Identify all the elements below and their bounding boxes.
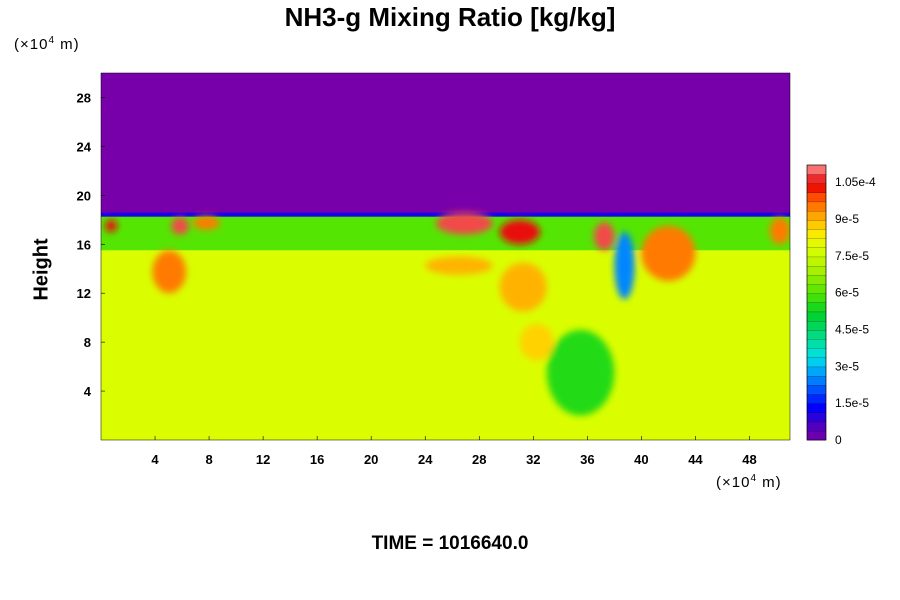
layer-boundary xyxy=(101,212,790,217)
colorbar-band xyxy=(806,174,827,184)
colorbar-tick-label: 9e-5 xyxy=(835,212,859,226)
colorbar-band xyxy=(806,357,827,368)
colorbar-band xyxy=(806,320,827,331)
colorbar-band xyxy=(806,311,827,322)
x-tick-label: 8 xyxy=(205,452,212,467)
colorbar-band xyxy=(806,247,827,258)
colorbar-band xyxy=(806,403,827,413)
x-tick-label: 36 xyxy=(580,452,594,467)
colorbar-band xyxy=(806,265,827,276)
y-tick-label: 20 xyxy=(77,188,91,203)
colorbar-band xyxy=(806,201,827,212)
x-tick-label: 40 xyxy=(634,452,648,467)
field-feature-9 xyxy=(594,222,615,251)
colorbar-band xyxy=(806,164,827,175)
field-feature-0 xyxy=(105,219,118,233)
y-tick-label: 12 xyxy=(77,286,91,301)
colorbar-band xyxy=(806,329,827,340)
colorbar-band xyxy=(806,339,827,349)
colorbar-band xyxy=(806,430,827,441)
field-feature-6 xyxy=(499,262,547,312)
colorbar-tick-label: 3e-5 xyxy=(835,359,859,373)
plot-frame xyxy=(100,72,791,441)
colorbar-band xyxy=(806,348,827,358)
colorbar-tick-label: 1.05e-4 xyxy=(835,175,876,189)
colorbar-band xyxy=(806,229,827,239)
colorbar-tick-label: 0 xyxy=(835,433,842,447)
x-tick-label: 24 xyxy=(418,452,433,467)
field-feature-13 xyxy=(546,329,615,416)
x-tick-label: 4 xyxy=(151,452,159,467)
field-feature-1 xyxy=(152,250,187,294)
field-feature-7 xyxy=(519,323,554,361)
colorbar-band xyxy=(806,210,827,221)
colorbar-band xyxy=(806,421,827,432)
field-feature-2 xyxy=(171,217,189,235)
field-feature-4 xyxy=(425,256,493,275)
y-tick-label: 28 xyxy=(77,90,91,105)
heatmap-field xyxy=(101,73,790,440)
colorbar-tick-label: 4.5e-5 xyxy=(835,323,869,337)
colorbar-band xyxy=(806,412,827,423)
x-axis-unit: (×104 m) xyxy=(716,473,782,491)
colorbar-band xyxy=(806,384,827,395)
x-tick-label: 20 xyxy=(364,452,378,467)
y-axis-unit: (×104 m) xyxy=(14,35,80,53)
x-tick-label: 28 xyxy=(472,452,486,467)
y-tick-label: 8 xyxy=(84,335,91,350)
y-tick-label: 16 xyxy=(77,237,91,252)
colorbar-band xyxy=(806,274,827,285)
colorbar-tick-label: 6e-5 xyxy=(835,286,859,300)
x-tick-label: 32 xyxy=(526,452,540,467)
colorbar-tick-label: 7.5e-5 xyxy=(835,249,869,263)
chart-title: NH3-g Mixing Ratio [kg/kg] xyxy=(284,2,616,32)
colorbar-frame xyxy=(806,164,827,441)
field-feature-12 xyxy=(769,217,790,245)
x-tick-label: 16 xyxy=(310,452,324,467)
colorbar-band xyxy=(806,219,827,230)
y-tick-label: 4 xyxy=(84,384,92,399)
colorbar-band xyxy=(806,375,827,386)
colorbar-band xyxy=(806,293,827,303)
colorbar-band xyxy=(806,366,827,377)
colorbar-band xyxy=(806,284,827,294)
field-feature-3 xyxy=(192,216,220,230)
x-tick-label: 44 xyxy=(688,452,703,467)
colorbar-tick-label: 1.5e-5 xyxy=(835,396,869,410)
colorbar-band xyxy=(806,256,827,267)
field-feature-10 xyxy=(614,232,635,300)
colorbar-band xyxy=(806,394,827,404)
colorbar-band xyxy=(806,192,827,203)
time-label: TIME = 1016640.0 xyxy=(371,533,529,554)
field-feature-8 xyxy=(499,219,541,245)
colorbar-band xyxy=(806,238,827,248)
y-tick-label: 24 xyxy=(77,139,92,154)
region-upper-layer xyxy=(101,73,790,214)
x-tick-label: 48 xyxy=(742,452,756,467)
colorbar: 0 1.5e-5 3e-5 4.5e-5 6e-5 7.5e-5 9e-5 1.05e-4 xyxy=(806,164,876,447)
colorbar-band xyxy=(806,302,827,313)
region-lower-layer xyxy=(101,250,790,440)
field-feature-5 xyxy=(436,212,493,235)
x-tick-label: 12 xyxy=(256,452,270,467)
colorbar-band xyxy=(806,183,827,193)
field-feature-11 xyxy=(641,225,696,281)
